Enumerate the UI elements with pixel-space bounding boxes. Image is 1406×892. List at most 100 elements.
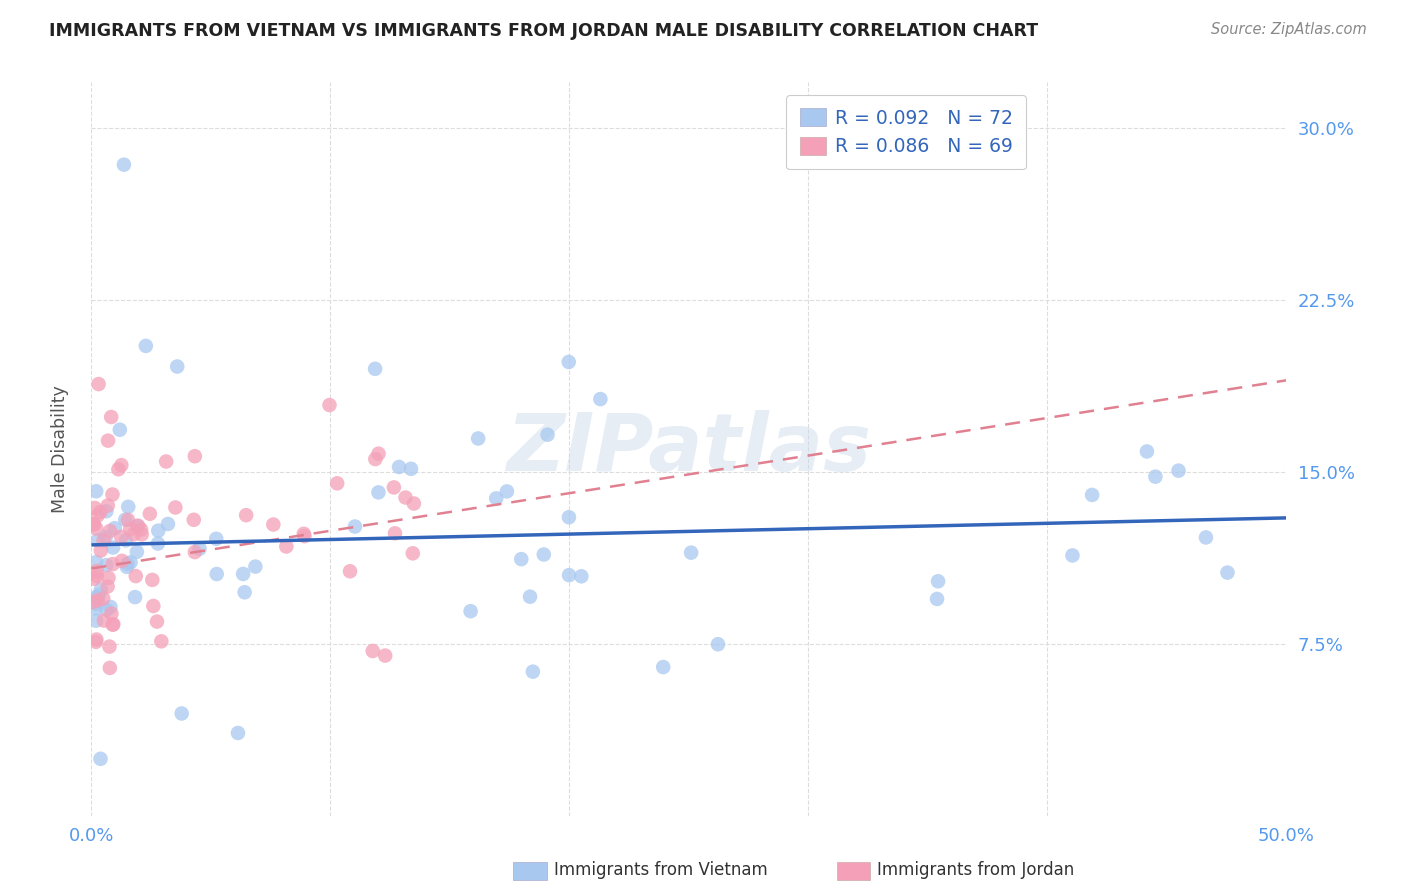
Point (141, 573, 163, 587)
Point (558, 568, 581, 582)
Point (94, 530, 117, 544)
Point (84, 521, 107, 535)
Point (101, 487, 124, 501)
Point (87, 593, 110, 607)
Point (1136, 444, 1159, 458)
Point (115, 533, 138, 548)
Point (146, 536, 169, 550)
Point (533, 548, 555, 562)
Point (367, 447, 389, 461)
Point (522, 665, 544, 679)
Point (101, 557, 124, 571)
Point (681, 546, 703, 560)
Point (117, 500, 139, 514)
Point (205, 567, 228, 582)
Point (384, 526, 406, 541)
Point (90, 752, 112, 766)
Point (90, 582, 112, 597)
Point (86, 564, 108, 578)
Point (110, 530, 132, 544)
Point (127, 519, 149, 533)
Point (382, 480, 405, 494)
Point (1216, 566, 1239, 580)
Point (510, 552, 533, 566)
Point (339, 564, 361, 578)
Point (84, 555, 107, 569)
Point (104, 521, 127, 535)
Point (519, 590, 541, 604)
Point (1062, 549, 1084, 563)
Legend: R = 0.092   N = 72, R = 0.086   N = 69: R = 0.092 N = 72, R = 0.086 N = 69 (786, 95, 1026, 169)
Point (101, 541, 124, 555)
Point (84, 484, 107, 499)
Point (84, 597, 107, 611)
Point (86, 632, 108, 647)
Point (97, 580, 120, 594)
Point (125, 545, 148, 559)
Point (166, 359, 188, 374)
Point (124, 590, 146, 604)
Point (326, 476, 349, 491)
Point (84, 635, 107, 649)
Point (294, 529, 316, 543)
Point (93, 533, 115, 548)
Point (96, 504, 118, 518)
Point (364, 452, 387, 467)
Point (707, 637, 730, 651)
Point (394, 491, 416, 505)
Point (292, 526, 315, 541)
Text: Immigrants from Jordan: Immigrants from Jordan (877, 861, 1074, 879)
Point (361, 644, 384, 658)
Point (83, 517, 105, 532)
Point (589, 392, 612, 406)
Point (100, 599, 122, 614)
Point (558, 355, 581, 369)
Text: Immigrants from Vietnam: Immigrants from Vietnam (554, 861, 768, 879)
Point (150, 634, 173, 648)
Point (97, 499, 120, 513)
Point (129, 523, 152, 537)
Point (402, 496, 425, 510)
Point (232, 566, 254, 581)
Point (1144, 469, 1167, 483)
Point (485, 491, 508, 506)
Point (652, 660, 675, 674)
Point (98, 661, 121, 675)
Point (86, 569, 108, 583)
Point (114, 513, 136, 527)
Point (205, 532, 228, 546)
Point (925, 591, 948, 606)
Point (90, 543, 112, 558)
Point (165, 500, 187, 515)
Point (146, 615, 169, 629)
Point (142, 599, 165, 613)
Point (226, 726, 249, 740)
Point (1195, 531, 1218, 545)
Point (120, 555, 142, 569)
Point (84, 591, 107, 605)
Point (467, 432, 489, 446)
Point (184, 449, 207, 463)
Point (276, 540, 298, 554)
Point (927, 574, 949, 589)
Point (127, 518, 149, 533)
Point (1167, 464, 1189, 478)
Text: Source: ZipAtlas.com: Source: ZipAtlas.com (1211, 22, 1367, 37)
Point (558, 510, 581, 524)
Point (135, 339, 157, 353)
Point (89, 505, 111, 519)
Point (399, 462, 422, 476)
Point (87, 377, 110, 392)
Point (91, 591, 114, 606)
Point (122, 527, 145, 541)
Point (120, 522, 142, 536)
Point (125, 569, 148, 583)
Point (156, 516, 179, 531)
Point (112, 158, 135, 172)
Point (139, 507, 162, 521)
Point (96, 603, 118, 617)
Point (97, 571, 120, 585)
Point (170, 706, 193, 721)
Point (569, 569, 592, 583)
Point (496, 484, 519, 499)
